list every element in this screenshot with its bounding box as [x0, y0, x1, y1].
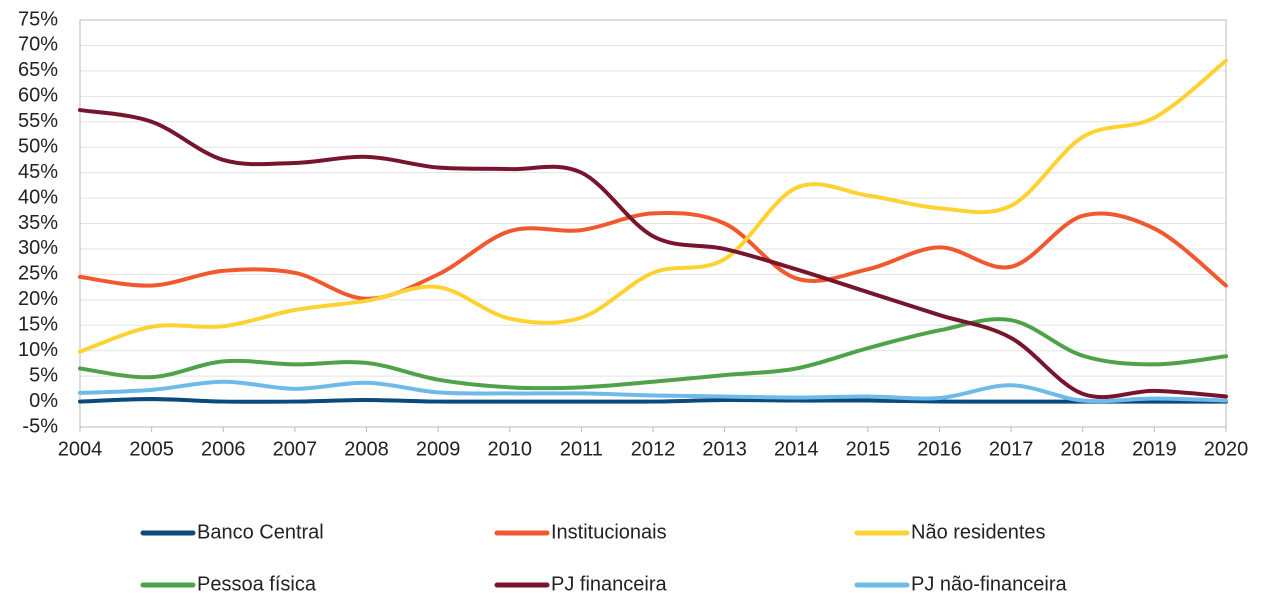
y-tick-label: 45%: [18, 161, 58, 183]
y-tick-label: 50%: [18, 135, 58, 157]
x-tick-label: 2004: [58, 438, 103, 460]
x-tick-label: 2012: [631, 438, 676, 460]
y-tick-label: 70%: [18, 34, 58, 56]
y-tick-label: 15%: [18, 314, 58, 336]
x-tick-label: 2011: [560, 438, 603, 460]
x-tick-label: 2015: [846, 438, 891, 460]
y-tick-label: 5%: [29, 364, 58, 386]
x-tick-label: 2008: [344, 438, 389, 460]
series-line: [78, 108, 1228, 400]
x-tick-label: 2020: [1204, 438, 1249, 460]
legend-label: PJ financeira: [551, 573, 667, 595]
y-tick-label: 10%: [18, 339, 58, 361]
y-tick-label: 40%: [18, 186, 58, 208]
y-tick-label: 25%: [18, 263, 58, 285]
y-tick-label: 60%: [18, 85, 58, 107]
x-tick-label: 2017: [989, 438, 1034, 460]
series-line: [78, 317, 1228, 391]
x-tick-label: 2013: [702, 438, 747, 460]
x-tick-label: 2014: [774, 438, 819, 460]
x-tick-label: 2009: [416, 438, 461, 460]
series-line: [78, 379, 1228, 404]
x-tick-label: 2005: [129, 438, 174, 460]
series-line: [78, 397, 1228, 404]
x-tick-label: 2018: [1061, 438, 1106, 460]
x-tick-label: 2019: [1132, 438, 1177, 460]
y-tick-label: 75%: [18, 8, 58, 30]
legend-label: Não residentes: [911, 521, 1046, 543]
y-tick-label: -5%: [22, 415, 58, 437]
y-tick-label: 65%: [18, 59, 58, 81]
legend-label: Institucionais: [551, 521, 667, 543]
y-tick-label: 35%: [18, 212, 58, 234]
series-line: [78, 58, 1228, 354]
series-line: [78, 210, 1228, 301]
legend-label: PJ não-financeira: [911, 573, 1068, 595]
legend-label: Banco Central: [197, 521, 324, 543]
y-tick-label: 20%: [18, 288, 58, 310]
legend-label: Pessoa física: [197, 573, 317, 595]
x-tick-label: 2016: [917, 438, 962, 460]
y-tick-label: 0%: [29, 390, 58, 412]
y-tick-label: 55%: [18, 110, 58, 132]
x-tick-label: 2006: [201, 438, 246, 460]
x-tick-label: 2010: [488, 438, 533, 460]
x-tick-label: 2007: [273, 438, 318, 460]
y-tick-label: 30%: [18, 237, 58, 259]
